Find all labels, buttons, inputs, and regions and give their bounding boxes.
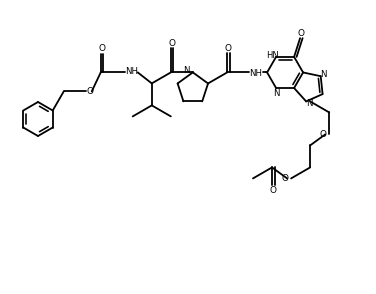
Text: O: O <box>98 44 105 53</box>
Text: NH: NH <box>125 67 138 76</box>
Text: O: O <box>320 130 327 139</box>
Text: O: O <box>270 186 276 195</box>
Text: O: O <box>297 29 305 38</box>
Text: N: N <box>320 70 327 79</box>
Text: N: N <box>183 66 190 75</box>
Text: O: O <box>168 39 175 48</box>
Text: N: N <box>306 99 312 108</box>
Text: O: O <box>86 87 93 96</box>
Text: NH: NH <box>250 69 262 78</box>
Text: O: O <box>282 174 289 183</box>
Text: HN: HN <box>266 51 279 60</box>
Text: O: O <box>224 44 232 53</box>
Text: N: N <box>273 88 279 98</box>
